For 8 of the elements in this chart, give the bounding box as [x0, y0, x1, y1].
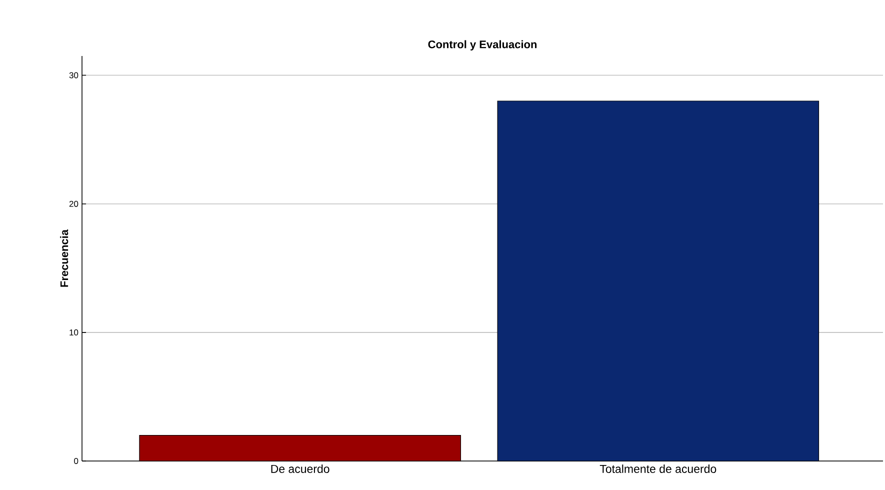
x-tick-label: De acuerdo: [271, 464, 330, 473]
chart-title: Control y Evaluacion: [428, 40, 537, 50]
x-tick-label: Totalmente de acuerdo: [600, 464, 716, 473]
y-tick-label: 20: [69, 200, 78, 207]
y-axis-title: Frecuencia: [60, 229, 68, 287]
y-tick-label: 10: [70, 329, 78, 336]
y-tick-label: 0: [74, 458, 78, 464]
y-tick-label: 30: [69, 72, 78, 78]
